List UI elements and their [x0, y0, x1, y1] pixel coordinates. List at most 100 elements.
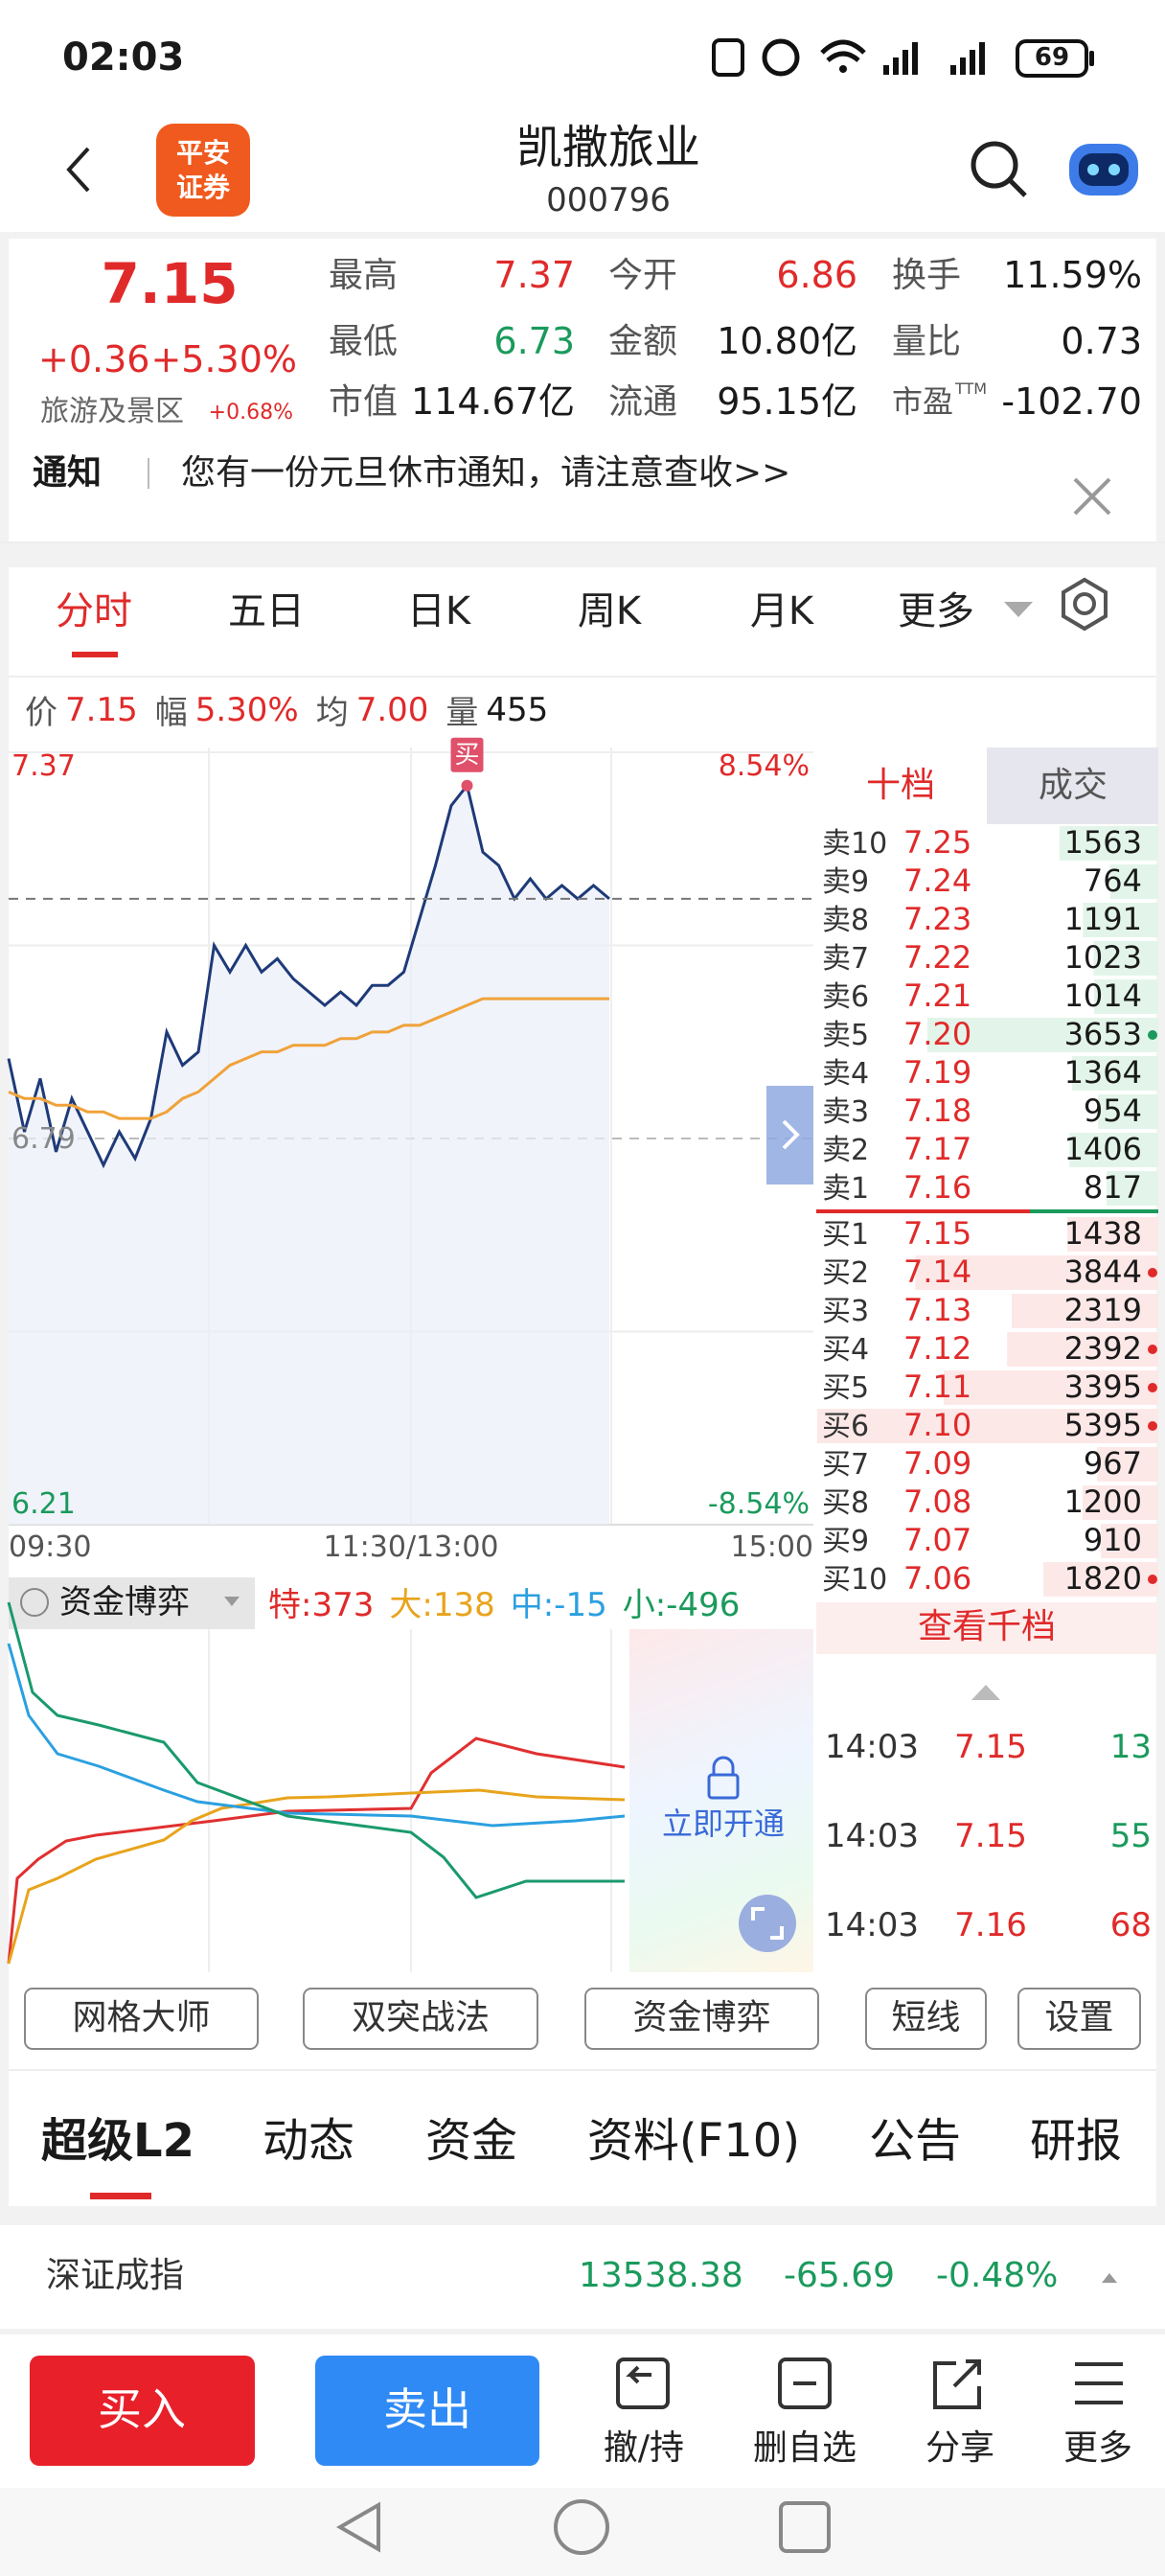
- tool-button: [303, 1988, 538, 2050]
- expand-icon[interactable]: [1102, 2273, 1117, 2283]
- tab[interactable]: 研报: [1029, 2113, 1123, 2168]
- label: 7.06: [903, 1560, 972, 1598]
- label: 13: [1109, 1727, 1152, 1766]
- fullscreen-icon[interactable]: [739, 1895, 796, 1952]
- tab[interactable]: 月K: [749, 589, 814, 633]
- label: 1820: [1063, 1560, 1142, 1598]
- label: 1200: [1063, 1484, 1142, 1521]
- system-nav[interactable]: [335, 2499, 831, 2555]
- tab[interactable]: 超级L2: [41, 2113, 194, 2168]
- sell-button[interactable]: [315, 2356, 539, 2466]
- label: 13538.38: [579, 2255, 743, 2295]
- label: 69: [1034, 43, 1070, 73]
- expand-button[interactable]: [766, 1086, 813, 1184]
- volume-bar: [1007, 1332, 1158, 1367]
- buy-marker-bg: [450, 737, 484, 772]
- sell[interactable]: 卖出: [383, 2383, 471, 2436]
- label: 7.20: [903, 1016, 972, 1053]
- volume-bar: [1069, 1133, 1158, 1167]
- action[interactable]: 撤/持: [603, 2427, 685, 2468]
- label: 1563: [1063, 824, 1142, 862]
- x-tick-label: 09:30: [9, 1530, 92, 1564]
- label: 6.73: [493, 320, 575, 363]
- fund-lines: [7, 1601, 626, 1965]
- label: 卖4: [822, 1056, 870, 1091]
- buy[interactable]: 买入: [98, 2383, 186, 2436]
- action[interactable]: 更多: [1062, 2427, 1133, 2468]
- close-icon[interactable]: [1073, 477, 1111, 516]
- back-icon[interactable]: [66, 147, 90, 193]
- tab[interactable]: 十档: [865, 765, 936, 805]
- tool-label[interactable]: 双突战法: [351, 1997, 491, 2037]
- tool-label[interactable]: 网格大师: [72, 1997, 211, 2037]
- x-tick-label: 11:30/13:00: [323, 1530, 499, 1564]
- label: 7.13: [903, 1292, 972, 1329]
- label: 买4: [822, 1332, 870, 1367]
- tab[interactable]: 分时: [56, 589, 132, 633]
- robot-icon[interactable]: [1069, 144, 1138, 196]
- info-icon[interactable]: [20, 1588, 49, 1617]
- label: 7.07: [903, 1522, 972, 1559]
- fund-header-bg[interactable]: [9, 1577, 255, 1629]
- label: 幅: [154, 694, 188, 733]
- label: 卖5: [822, 1018, 870, 1052]
- tab[interactable]: 更多: [898, 589, 974, 633]
- tab[interactable]: 动态: [262, 2113, 355, 2168]
- label: 买7: [822, 1447, 870, 1482]
- action-icons[interactable]: [616, 2358, 1123, 2409]
- label: 7.19: [903, 1054, 972, 1092]
- action[interactable]: 分享: [925, 2427, 995, 2468]
- volume-bar: [1109, 864, 1158, 899]
- more-depth[interactable]: 查看千档: [917, 1606, 1057, 1646]
- tab[interactable]: 周K: [577, 589, 642, 633]
- label: 量: [445, 694, 479, 733]
- label: 1191: [1063, 901, 1142, 938]
- label: 3844: [1063, 1254, 1142, 1291]
- tool-label[interactable]: 资金博弈: [632, 1997, 771, 2037]
- volume-bar: [817, 1409, 1158, 1443]
- label: 买2: [822, 1255, 870, 1290]
- tool-label[interactable]: 短线: [891, 1997, 961, 2037]
- label: 买10: [822, 1562, 888, 1597]
- tab[interactable]: 日K: [406, 589, 471, 633]
- label[interactable]: 您有一份元旦休市通知，请注意查收>>: [181, 452, 791, 493]
- settings-icon[interactable]: [1062, 577, 1108, 632]
- volume-bar: [1067, 1217, 1158, 1252]
- tab[interactable]: 资料(F10): [586, 2113, 801, 2168]
- label: 最低: [329, 321, 399, 361]
- tab-underline: [90, 2193, 151, 2199]
- dropdown-icon[interactable]: [1004, 602, 1033, 617]
- search-icon[interactable]: [971, 141, 1027, 197]
- dropdown-icon[interactable]: [224, 1597, 240, 1606]
- label: 95.15亿: [717, 380, 857, 424]
- tab[interactable]: 公告: [868, 2113, 962, 2168]
- more-depth-bg[interactable]: [816, 1602, 1158, 1654]
- label[interactable]: 立即开通: [661, 1806, 786, 1843]
- label: 旅游及景区: [40, 394, 184, 428]
- tab[interactable]: 五日: [228, 589, 305, 633]
- chevron: [782, 1119, 800, 1150]
- tab-bg[interactable]: [987, 748, 1158, 824]
- tool-label[interactable]: 设置: [1044, 1997, 1114, 2037]
- volume-bar: [1011, 1294, 1158, 1328]
- tab[interactable]: 成交: [1038, 765, 1108, 805]
- scroll-icon[interactable]: [971, 1685, 1000, 1700]
- label: 02:03: [62, 35, 185, 80]
- buy-button[interactable]: [30, 2356, 255, 2466]
- volume-bar: [926, 1018, 1158, 1052]
- label: 卖6: [822, 979, 870, 1014]
- label[interactable]: 资金博弈: [59, 1582, 190, 1622]
- dot: [1148, 1345, 1157, 1354]
- volume-bar: [1098, 1094, 1158, 1129]
- tab[interactable]: 资金: [424, 2113, 518, 2168]
- label: 换手: [892, 255, 962, 295]
- label: 14:03: [825, 1905, 919, 1944]
- logo[interactable]: [156, 124, 250, 217]
- volume-bar: [1083, 903, 1158, 937]
- action[interactable]: 删自选: [752, 2427, 857, 2468]
- buy-point: [461, 779, 473, 792]
- volume-bar: [1093, 941, 1158, 976]
- label: -102.70: [1001, 380, 1142, 424]
